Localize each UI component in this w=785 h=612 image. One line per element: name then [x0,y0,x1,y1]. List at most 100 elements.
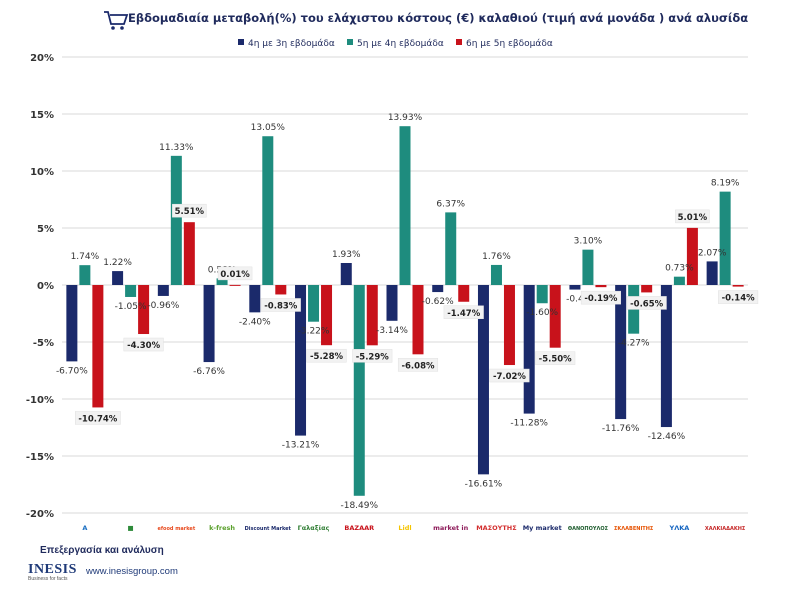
bar [673,276,685,285]
legend-swatch [456,39,462,45]
bar [321,285,333,346]
category-logo-text: BAZAAR [344,524,374,532]
category-logo [476,516,517,536]
data-label-box [217,266,253,281]
y-tick-label: -5% [33,338,54,349]
bar [216,278,228,285]
data-label: 5.01% [678,213,708,223]
shopping-cart-icon [104,11,129,30]
legend-label: 6η με 5η εβδομάδα [466,39,553,49]
category-logo-text: efood market [157,526,195,532]
y-tick-label: 0% [37,281,54,292]
bar [641,285,653,293]
category-logo-text: ΘΑΝΟΠΟΥΛΟΣ [568,526,609,532]
data-label: -1.05% [115,302,147,312]
data-label: -4.27% [618,339,650,349]
data-label-box [718,290,759,304]
data-label: 3.10% [574,237,603,247]
bar [229,284,241,286]
x-axis-logos: Α ■ efood market k-fresh Discount Market Γαλα… [64,516,746,536]
bar [112,271,124,285]
data-label-box [123,337,164,352]
category-logo-text: ΣΚΛΑΒΕΝΙΤΗΣ [614,526,654,532]
data-label: 13.05% [251,123,286,133]
category-logo-text: My market [523,524,562,532]
bar [503,285,515,366]
bar [595,285,607,288]
data-label-box [675,209,710,224]
category-logo [613,516,654,536]
bar [477,285,489,475]
bar [706,261,718,285]
category-logo [385,516,425,536]
data-label: -7.02% [493,372,526,382]
bar [275,285,287,295]
data-label-box [306,348,347,363]
data-label: 6.37% [436,199,465,209]
data-label: -5.28% [310,352,343,362]
bar [295,285,307,436]
category-logo [659,516,700,536]
data-label: -0.83% [264,301,297,311]
bar [92,285,104,408]
category-logo-text: ΜΑΣΟΥΤΗΣ [476,524,517,532]
bar [386,285,398,321]
data-label: -3.14% [376,326,408,336]
data-label-box [260,298,301,312]
bar [582,249,594,285]
data-label: 5.51% [175,207,205,217]
category-logo [522,516,563,536]
data-label: -1.47% [447,309,480,319]
bar [732,285,744,287]
data-label: -0.62% [422,297,454,307]
data-label-box [489,368,530,383]
category-logo-text: market in [433,524,469,532]
footer-url[interactable]: www.inesisgroup.com [86,566,178,577]
bar [686,227,698,285]
data-label-box [443,305,484,320]
bar [660,285,672,428]
footer-processing-text: Επεξεργασία και ανάλυση [40,545,164,556]
y-tick-label: -10% [26,395,54,406]
bar [549,285,561,348]
category-logo [430,516,471,536]
y-tick-label: 15% [30,110,54,121]
bar [340,262,352,285]
data-label: 1.74% [71,252,100,262]
logo-text: INESIS [28,562,77,577]
category-logo-text: Γαλαξίας [298,524,330,532]
y-tick-label: 5% [37,224,54,235]
y-tick-label: 10% [30,167,54,178]
bar [458,285,470,302]
data-label: -13.21% [282,441,320,451]
bar [569,285,581,290]
inesis-logo: INESIS Business for facts [28,562,77,582]
data-label: -6.76% [193,367,225,377]
category-logo-text: Discount Market [245,526,292,532]
bar [308,285,320,322]
category-logo [293,516,334,536]
bar [138,285,150,335]
data-label: 13.93% [388,113,423,123]
category-logo [202,516,243,536]
data-label: 0.73% [665,264,694,274]
logo-subtext: Business for facts [28,576,68,582]
bar [523,285,535,414]
category-logo [567,516,608,536]
category-logo [247,516,288,536]
bar [170,155,182,285]
bar [249,285,261,313]
data-label: -3.22% [298,327,330,337]
data-label: -18.49% [340,501,378,511]
data-label: -4.30% [127,341,160,351]
data-label: -1.60% [526,308,558,318]
bar [203,285,215,363]
data-label: -12.46% [648,432,686,442]
bar [79,265,91,285]
bar [353,285,365,496]
category-logo-text: ΧΑΛΚΙΑΔΑΚΗΣ [705,526,746,532]
data-label: -0.14% [722,294,755,304]
bar [157,285,169,296]
title-group: Εβδομαδιαία μεταβολή(%) του ελάχιστου κό… [104,11,748,30]
data-label: -6.08% [401,361,434,371]
